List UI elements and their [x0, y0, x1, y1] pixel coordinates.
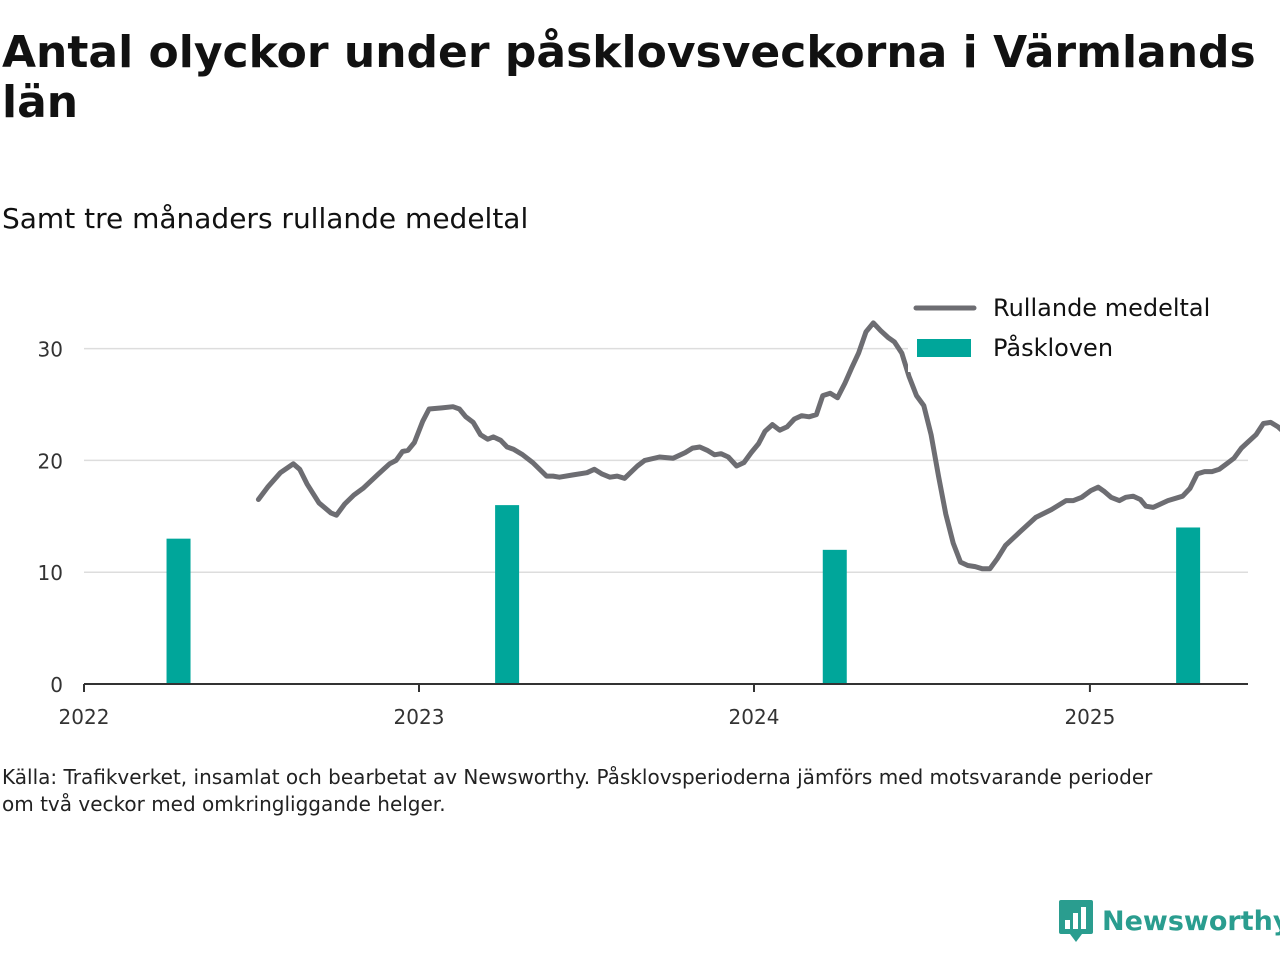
- logo-text: Newsworthy: [1102, 905, 1280, 937]
- y-tick-label: 20: [38, 449, 63, 473]
- line-series: [255, 320, 1280, 572]
- x-tick-label: 2023: [394, 705, 445, 729]
- source-note: Källa: Trafikverket, insamlat och bearbe…: [2, 764, 1232, 818]
- x-tick-label: 2022: [59, 705, 110, 729]
- y-tick-label: 10: [38, 561, 63, 585]
- y-tick-label: 30: [38, 338, 63, 362]
- line-rullande-medeltal: [255, 320, 1280, 572]
- newsworthy-chart-icon: [1059, 900, 1093, 942]
- bar-paskloven: [822, 549, 847, 684]
- bar-paskloven: [495, 505, 520, 684]
- bar-series: [166, 505, 1201, 684]
- chart-subtitle: Samt tre månaders rullande medeltal: [2, 202, 529, 235]
- source-line-2: om två veckor med omkringliggande helger…: [2, 792, 446, 816]
- legend-label-line: Rullande medeltal: [993, 294, 1210, 322]
- legend: Rullande medeltal Påskloven: [908, 294, 1248, 372]
- bar-paskloven: [1176, 527, 1201, 684]
- chart-title: Antal olyckor under påsklovsveckorna i V…: [2, 27, 1256, 128]
- grid-lines: [84, 347, 1248, 573]
- legend-swatch-bar: [917, 339, 971, 357]
- x-tick-label: 2025: [1064, 705, 1115, 729]
- legend-label-bar: Påskloven: [993, 333, 1113, 362]
- axes: 0 10 20 30 2022 2023 2024 2025: [38, 338, 1248, 729]
- bar-paskloven: [166, 538, 191, 684]
- y-tick-label: 0: [50, 673, 63, 697]
- x-tick-label: 2024: [729, 705, 780, 729]
- source-line-1: Källa: Trafikverket, insamlat och bearbe…: [2, 765, 1153, 789]
- newsworthy-logo: Newsworthy: [1058, 898, 1280, 944]
